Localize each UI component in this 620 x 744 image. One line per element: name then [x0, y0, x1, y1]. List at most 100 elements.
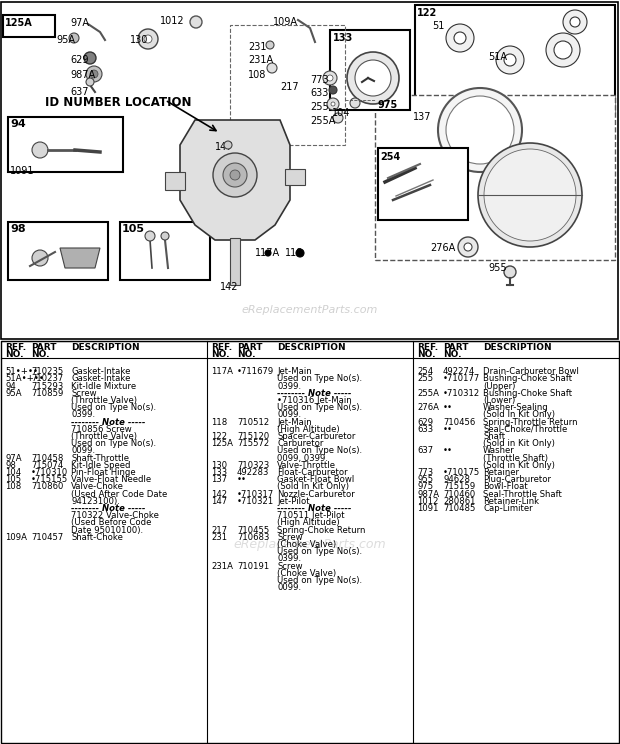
Text: 633: 633	[417, 425, 433, 434]
Text: 104: 104	[332, 108, 350, 118]
Text: Bushing-Choke Shaft: Bushing-Choke Shaft	[483, 374, 572, 383]
Text: Float-Carburetor: Float-Carburetor	[277, 468, 348, 477]
Text: 1091: 1091	[10, 166, 35, 176]
Text: 710511 Jet-Pilot: 710511 Jet-Pilot	[277, 511, 345, 520]
Text: 133: 133	[333, 33, 353, 43]
Text: •711679: •711679	[237, 368, 274, 376]
Text: 130: 130	[130, 35, 148, 45]
Text: PART: PART	[443, 343, 469, 352]
Circle shape	[329, 86, 337, 94]
Circle shape	[69, 33, 79, 43]
Text: 51: 51	[432, 21, 445, 31]
Text: ••: ••	[443, 446, 453, 455]
Text: 133: 133	[211, 468, 227, 477]
Bar	[271, 48, 284, 57]
Text: 1012: 1012	[160, 16, 185, 26]
Text: 137: 137	[211, 475, 227, 484]
Text: (Sold In Kit Only): (Sold In Kit Only)	[483, 411, 555, 420]
Circle shape	[331, 102, 335, 106]
Text: NO.: NO.	[237, 350, 255, 359]
Text: eReplacementParts.com: eReplacementParts.com	[234, 537, 386, 551]
Text: Bowl-Float: Bowl-Float	[483, 482, 528, 491]
Circle shape	[504, 266, 516, 278]
Bar	[415, 5, 615, 112]
Circle shape	[446, 96, 514, 164]
Text: 109A: 109A	[5, 533, 27, 542]
Text: 231A: 231A	[248, 55, 273, 65]
Text: 1091: 1091	[417, 504, 438, 513]
Text: Valve-Throttle: Valve-Throttle	[277, 461, 336, 469]
Text: Used on Type No(s).: Used on Type No(s).	[277, 403, 362, 412]
Text: -------- Note -----: -------- Note -----	[277, 389, 352, 398]
Text: (High Altitude): (High Altitude)	[277, 519, 340, 527]
Text: 710456: 710456	[443, 417, 476, 426]
Text: 95A: 95A	[5, 389, 22, 398]
Text: 0099.: 0099.	[277, 411, 301, 420]
Text: Gasket-Intake: Gasket-Intake	[71, 374, 130, 383]
Text: (Sold in Kit Only): (Sold in Kit Only)	[483, 439, 555, 448]
Text: 0399.: 0399.	[277, 554, 301, 563]
Text: •710177: •710177	[443, 374, 480, 383]
Text: REF.: REF.	[5, 343, 26, 352]
Text: 125A: 125A	[211, 439, 233, 448]
Text: 0099, 0399.: 0099, 0399.	[277, 454, 328, 463]
Text: (Throttle Shaft): (Throttle Shaft)	[483, 454, 548, 463]
Text: NO.: NO.	[31, 350, 50, 359]
Bar	[120, 222, 210, 280]
Text: 633: 633	[310, 88, 329, 98]
Text: (Throttle Valve): (Throttle Valve)	[71, 396, 137, 405]
Text: REF.: REF.	[417, 343, 438, 352]
Text: 254: 254	[417, 368, 433, 376]
Bar	[8, 222, 108, 280]
Text: •710312: •710312	[443, 389, 480, 398]
Text: Valve-Float Needle: Valve-Float Needle	[71, 475, 151, 484]
Circle shape	[90, 70, 98, 78]
Text: Used on Type No(s).: Used on Type No(s).	[71, 439, 156, 448]
Circle shape	[570, 17, 580, 27]
Bar	[3, 15, 55, 37]
Text: 122: 122	[211, 432, 227, 441]
Bar	[375, 95, 615, 260]
Text: Cap-Limiter: Cap-Limiter	[483, 504, 533, 513]
Text: Gasket-Intake: Gasket-Intake	[71, 368, 130, 376]
Text: 710235: 710235	[31, 368, 63, 376]
Text: 637: 637	[70, 87, 89, 97]
Text: 117A: 117A	[211, 368, 233, 376]
Text: DESCRIPTION: DESCRIPTION	[71, 343, 140, 352]
Text: Nozzle-Carburetor: Nozzle-Carburetor	[277, 490, 355, 498]
Text: 715293: 715293	[31, 382, 63, 391]
Text: 492274: 492274	[443, 368, 476, 376]
Text: 117A: 117A	[255, 248, 280, 258]
Text: (Choke Valve): (Choke Valve)	[277, 569, 336, 578]
Text: DESCRIPTION: DESCRIPTION	[483, 343, 552, 352]
Text: Spacer-Carburetor: Spacer-Carburetor	[277, 432, 355, 441]
Text: 276A: 276A	[417, 403, 439, 412]
Circle shape	[504, 54, 516, 66]
Text: 975: 975	[377, 100, 397, 110]
Text: 98: 98	[10, 224, 25, 234]
Text: Spring-Throttle Return: Spring-Throttle Return	[483, 417, 577, 426]
Text: Plug-Carburetor: Plug-Carburetor	[483, 475, 551, 484]
Text: 710322 Valve-Choke: 710322 Valve-Choke	[71, 511, 159, 520]
Text: 142: 142	[211, 490, 227, 498]
Text: 255A: 255A	[417, 389, 439, 398]
Text: 125A: 125A	[5, 18, 33, 28]
Circle shape	[496, 46, 524, 74]
Text: Washer-Sealing: Washer-Sealing	[483, 403, 549, 412]
Text: 710683: 710683	[237, 533, 269, 542]
Bar	[165, 172, 185, 190]
Text: REF.: REF.	[211, 343, 232, 352]
Text: 51A: 51A	[488, 52, 507, 62]
Bar	[230, 25, 345, 145]
Text: Jet-Main: Jet-Main	[277, 368, 312, 376]
Circle shape	[224, 141, 232, 149]
Circle shape	[563, 10, 587, 34]
Text: 710457: 710457	[31, 533, 63, 542]
Text: Kit-Idle Mixture: Kit-Idle Mixture	[71, 382, 136, 391]
Text: 118: 118	[285, 248, 303, 258]
Text: 637: 637	[417, 446, 433, 455]
Text: 130: 130	[211, 461, 227, 469]
Text: Jet-Main: Jet-Main	[277, 417, 312, 426]
Text: 118: 118	[211, 417, 228, 426]
Text: 710237: 710237	[31, 374, 63, 383]
